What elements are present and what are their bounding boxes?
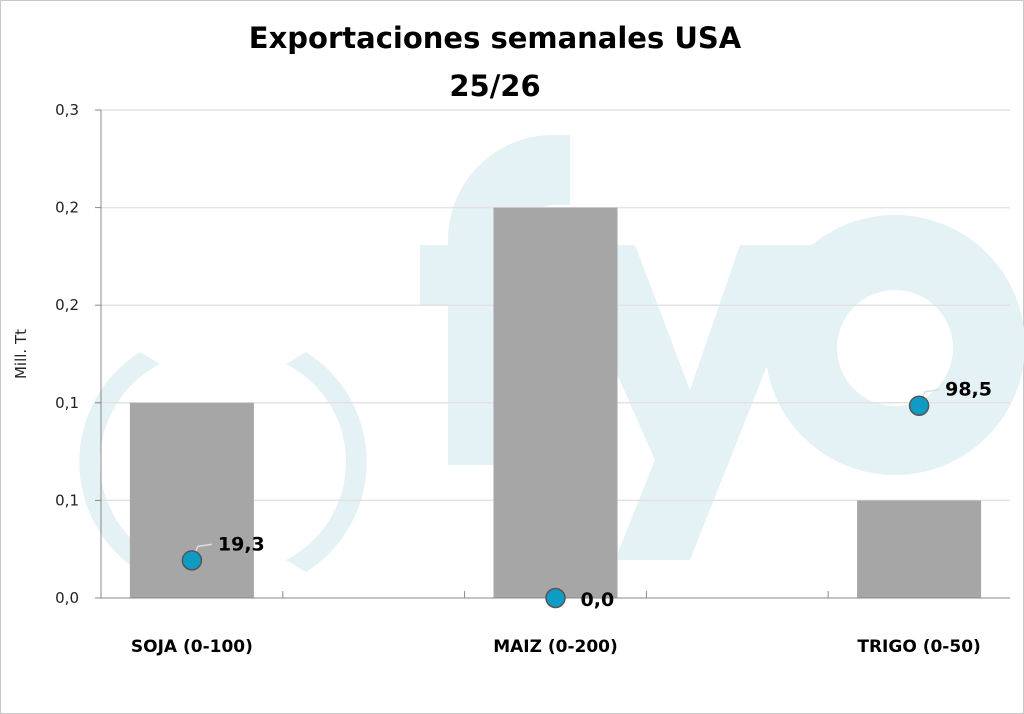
watermark-letter-o <box>765 215 1024 475</box>
bar <box>857 500 982 598</box>
bar <box>493 207 618 598</box>
y-tick-label: 0,2 <box>55 199 79 217</box>
y-tick-label: 0,2 <box>55 296 79 314</box>
chart-title: Exportaciones semanales USA <box>249 21 742 55</box>
data-label: 19,3 <box>218 533 265 555</box>
x-tick-label: MAIZ (0-200) <box>493 637 618 657</box>
data-point <box>181 550 203 571</box>
chart-subtitle: 25/26 <box>449 69 540 103</box>
data-point <box>908 395 930 416</box>
y-axis-label: Mill. Tt <box>12 329 30 379</box>
watermark-paren-right <box>286 352 367 572</box>
data-point <box>545 587 566 609</box>
x-tick-label: TRIGO (0-50) <box>857 637 980 657</box>
y-tick-label: 0,1 <box>55 394 79 412</box>
points: 19,3 0,0 98,5 <box>181 379 992 611</box>
axes: 0,0 0,1 0,1 0,2 0,2 0,3 SOJA (0-100) MAIZ (0-20… <box>55 101 1010 657</box>
watermark-paren-left <box>79 352 160 572</box>
data-label: 98,5 <box>945 379 992 401</box>
y-tick-label: 0,3 <box>55 101 79 119</box>
x-tick-label: SOJA (0-100) <box>131 637 253 657</box>
y-tick-label: 0,1 <box>55 491 79 509</box>
y-tick-label: 0,0 <box>55 589 79 607</box>
data-label: 0,0 <box>581 589 615 611</box>
